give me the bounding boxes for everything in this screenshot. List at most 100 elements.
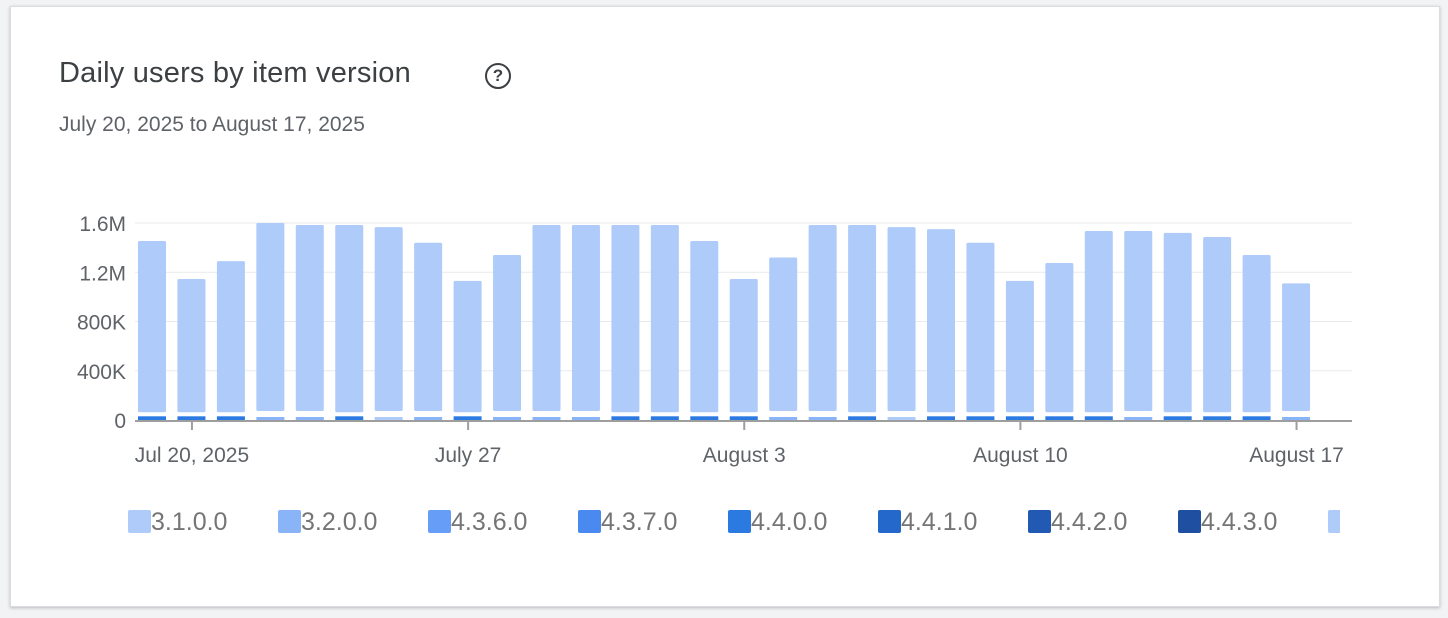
bar-segment-4.4.0.0: [216, 416, 245, 420]
legend-item[interactable]: 4.4.0.0: [728, 508, 878, 537]
y-tick-label: 400K: [77, 361, 126, 384]
x-tick-label: Jul 20, 2025: [135, 444, 249, 467]
legend-item[interactable]: 4.4.2.0: [1028, 508, 1178, 537]
legend-item[interactable]: 3.2.0.0: [278, 508, 428, 537]
bar-segment-3.1.0.0: [256, 223, 285, 411]
bar-segment-4.4.0.0: [690, 416, 719, 420]
legend-label: 3.2.0.0: [301, 508, 378, 536]
bar-segment-3.1.0.0: [1124, 231, 1153, 411]
legend-item[interactable]: 4.4.3.0: [1178, 508, 1328, 537]
legend-swatch: [278, 510, 301, 533]
legend-swatch: [128, 510, 151, 533]
x-tick-label: August 10: [973, 444, 1068, 467]
chart-title: Daily users by item version: [59, 57, 411, 89]
bar-segment-3.1.0.0: [453, 280, 482, 413]
bar-segment-3.1.0.0: [966, 242, 995, 413]
legend-item[interactable]: 3.1.0.0: [128, 508, 278, 537]
bar-segment-3.2.0.0: [769, 417, 798, 420]
bar-segment-3.1.0.0: [295, 224, 324, 411]
legend-swatch: [1028, 510, 1051, 533]
bar-segment-4.4.0.0: [335, 416, 364, 420]
bar-segment-3.1.0.0: [611, 224, 640, 413]
bar-segment-3.1.0.0: [414, 242, 443, 411]
bar-segment-4.4.0.0: [1203, 416, 1232, 420]
legend-item[interactable]: 4.3.6.0: [428, 508, 578, 537]
bar-segment-4.4.0.0: [453, 416, 482, 420]
bar-segment-3.1.0.0: [177, 279, 206, 413]
bar-segment-4.4.0.0: [138, 416, 166, 420]
bar-segment-3.1.0.0: [887, 227, 916, 411]
bar-segment-3.2.0.0: [532, 417, 561, 420]
bar-segment-3.1.0.0: [493, 255, 522, 411]
bar-segment-3.1.0.0: [1163, 232, 1192, 413]
bar-segment-3.1.0.0: [532, 224, 561, 411]
bar-segment-3.1.0.0: [374, 417, 403, 420]
bar-segment-3.1.0.0: [729, 279, 758, 413]
legend-label: 4.4.2.0: [1051, 508, 1128, 536]
y-tick-label: 1.6M: [79, 213, 126, 236]
bar-segment-4.4.0.0: [966, 416, 995, 420]
x-tick-label: August 3: [703, 444, 786, 467]
legend-item[interactable]: 4.4.1.0: [878, 508, 1028, 537]
bar-segment-4.4.0.0: [1005, 416, 1034, 420]
bar-segment-4.4.0.0: [650, 416, 679, 420]
legend-label: 4.4.1.0: [901, 508, 978, 536]
legend-label: 3.1.0.0: [151, 508, 228, 536]
bar-segment-4.4.0.0: [848, 416, 877, 420]
bar-segment-4.4.0.0: [1045, 416, 1074, 420]
legend-swatch: [728, 510, 751, 533]
bar-segment-3.1.0.0: [690, 240, 719, 413]
y-tick-label: 800K: [77, 312, 126, 335]
bar-segment-4.4.0.0: [927, 416, 955, 420]
bar-segment-3.2.0.0: [1124, 417, 1153, 420]
bar-segment-4.4.0.0: [611, 416, 640, 420]
legend-swatch: [878, 510, 901, 533]
legend-swatch: [1328, 510, 1340, 533]
bar-segment-3.2.0.0: [256, 417, 285, 420]
help-circle-icon[interactable]: ?: [485, 63, 511, 89]
bar-segment-4.4.0.0: [177, 416, 206, 420]
bar-segment-3.1.0.0: [1045, 263, 1074, 413]
bar-segment-3.2.0.0: [493, 417, 522, 420]
legend-swatch: [428, 510, 451, 533]
legend-swatch: [1178, 510, 1201, 533]
legend-item[interactable]: 4.3.7.0: [578, 508, 728, 537]
legend-label: 4.4.3.0: [1201, 508, 1278, 536]
bar-segment-3.2.0.0: [295, 417, 324, 420]
bar-segment-4.4.0.0: [1163, 416, 1192, 420]
x-tick-label: July 27: [435, 444, 502, 467]
y-tick-label: 0: [114, 410, 126, 433]
legend-label: 4.3.6.0: [451, 508, 528, 536]
bar-segment-3.1.0.0: [650, 224, 679, 413]
date-range: July 20, 2025 to August 17, 2025: [59, 113, 365, 136]
chart-card: Daily users by item version ? July 20, 2…: [10, 6, 1440, 607]
bar-segment-3.1.0.0: [1242, 255, 1271, 413]
bar-segment-3.2.0.0: [571, 417, 600, 420]
bar-segment-3.1.0.0: [808, 224, 837, 411]
bar-segment-4.4.0.0: [1084, 416, 1113, 420]
bar-segment-3.1.0.0: [1084, 231, 1113, 413]
legend-item[interactable]: [1328, 508, 1340, 537]
bar-segment-3.1.0.0: [927, 229, 955, 413]
bar-segment-3.2.0.0: [1282, 417, 1311, 420]
bar-segment-3.1.0.0: [1282, 283, 1311, 411]
y-tick-label: 1.2M: [79, 262, 126, 285]
bar-segment-3.1.0.0: [571, 224, 600, 411]
bar-segment-3.1.0.0: [138, 240, 166, 413]
bar-segment-3.1.0.0: [374, 227, 403, 411]
legend-label: 4.4.0.0: [751, 508, 828, 536]
bar-segment-3.1.0.0: [216, 261, 245, 413]
bar-segment-3.1.0.0: [1203, 237, 1232, 413]
bar-segment-3.1.0.0: [848, 224, 877, 413]
bar-segment-3.1.0.0: [335, 224, 364, 413]
bar-segment-4.4.0.0: [729, 416, 758, 420]
bar-segment-3.2.0.0: [808, 417, 837, 420]
legend-label: 4.3.7.0: [601, 508, 678, 536]
legend: 3.1.0.0 3.2.0.0 4.3.6.0 4.3.7.0 4.4.0.0 4.4.1…: [128, 508, 1340, 548]
x-tick-label: August 17: [1249, 444, 1344, 467]
legend-swatch: [578, 510, 601, 533]
bar-segment-3.2.0.0: [414, 417, 443, 420]
bar-segment-3.1.0.0: [1005, 280, 1034, 413]
bar-segment-3.1.0.0: [769, 257, 798, 411]
